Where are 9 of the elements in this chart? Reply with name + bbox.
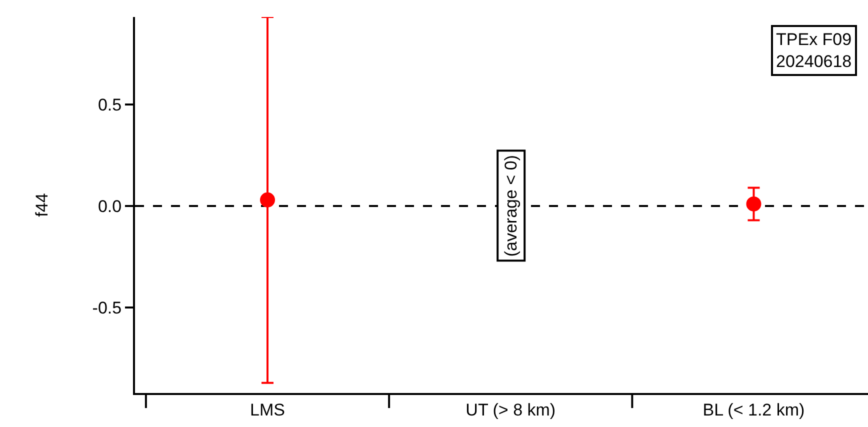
annotation: (average < 0): [502, 155, 521, 257]
y-tick-label: 0.5: [98, 95, 122, 114]
x-tick-label: BL (< 1.2 km): [702, 400, 805, 420]
y-tick-label: -0.5: [92, 298, 122, 318]
annotation: TPEx F09 20240618: [776, 30, 852, 72]
x-tick-label: UT (> 8 km): [466, 400, 556, 420]
x-tick-label: LMS: [250, 400, 285, 420]
y-axis-title: f44: [32, 193, 52, 217]
y-tick-label: 0.0: [98, 196, 122, 216]
